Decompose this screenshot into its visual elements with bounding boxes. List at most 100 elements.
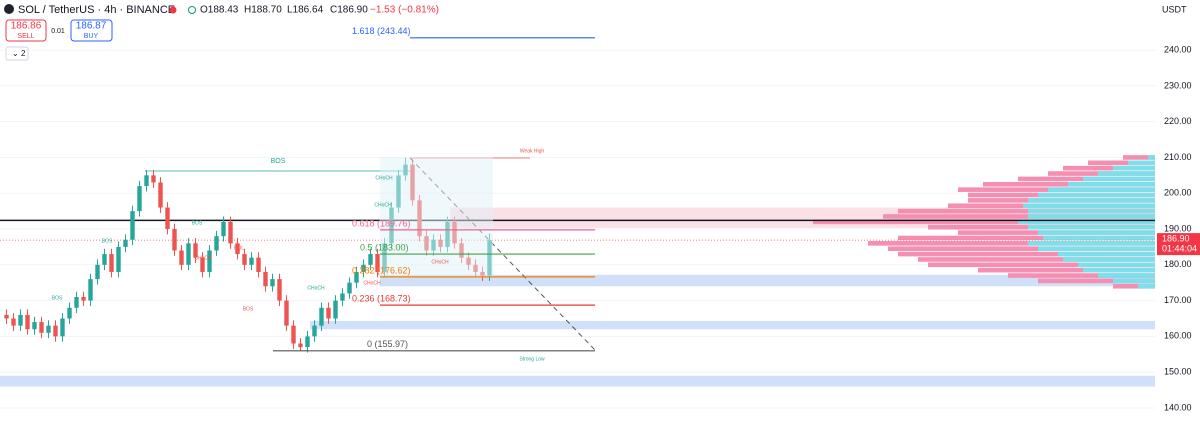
- volume-total-bar: [1063, 165, 1158, 171]
- volume-up-bar: [1023, 203, 1158, 209]
- candle-body: [186, 243, 191, 265]
- symbol: SOL / TetherUS · 4h · BINANCE: [18, 4, 175, 16]
- buy-label: BUY: [84, 33, 99, 40]
- annotation: Strong Low: [519, 356, 545, 362]
- candle-body: [11, 318, 16, 326]
- candle-body: [88, 279, 93, 301]
- y-tick-label: 180.00: [1164, 259, 1192, 269]
- last-price-tag: [1157, 233, 1200, 256]
- candle-body: [235, 243, 240, 255]
- candle-body: [137, 186, 142, 212]
- volume-total-bar: [1008, 273, 1158, 278]
- volume-up-bar: [1028, 224, 1158, 230]
- candle-body: [53, 325, 58, 337]
- fib-label: 0.236 (168.73): [352, 294, 411, 304]
- low-value: L186.64: [287, 5, 324, 16]
- price-axis: [1155, 0, 1200, 438]
- candle-body: [172, 229, 177, 251]
- axis-layer: 140.00 150.00 160.00 170.00 180.00 190.00 200.…: [1157, 44, 1200, 412]
- annotation: BOS: [52, 295, 63, 301]
- y-tick-label: 230.00: [1164, 80, 1192, 90]
- open-value: O188.43: [200, 5, 239, 16]
- last-price-label: 186.90: [1162, 233, 1190, 243]
- y-tick-label: 150.00: [1164, 367, 1192, 377]
- candle-body: [67, 307, 72, 319]
- volume-up-bar: [1138, 283, 1158, 289]
- fib-label: 0.382 (176.62): [352, 265, 411, 275]
- volume-total-bar: [888, 246, 1158, 252]
- candle-body: [228, 221, 233, 244]
- indicator-chevron: ⌄: [12, 49, 19, 58]
- volume-up-bar: [1113, 165, 1158, 171]
- candle-body: [305, 336, 310, 348]
- zone: [310, 320, 1155, 330]
- indicator-count: 2: [21, 49, 26, 58]
- fib-label: 0 (155.97): [367, 339, 408, 349]
- sell-button[interactable]: [5, 19, 47, 42]
- candle-body: [193, 243, 198, 258]
- candle-body: [347, 282, 352, 294]
- candle-body: [298, 343, 303, 348]
- volume-up-bar: [1018, 219, 1158, 225]
- countdown-label: 01:44:04: [1162, 243, 1197, 253]
- candle-body: [291, 325, 296, 344]
- volume-up-bar: [1058, 251, 1158, 257]
- volume-up-bar: [1083, 267, 1158, 273]
- buy-button[interactable]: [70, 19, 113, 42]
- close-value: C186.90: [330, 5, 368, 16]
- candle-body: [123, 239, 128, 247]
- zone: [380, 274, 1155, 287]
- chart-layer: [0, 49, 1158, 409]
- zone: [0, 375, 1155, 387]
- annotation: BOS: [243, 306, 254, 312]
- y-tick-label: 240.00: [1164, 44, 1192, 54]
- candle-body: [326, 307, 331, 319]
- change-value: −1.53 (−0.81%): [370, 5, 439, 16]
- volume-up-bar: [1063, 257, 1158, 262]
- volume-up-bar: [1028, 241, 1158, 246]
- volume-total-bar: [918, 257, 1158, 262]
- volume-up-bar: [1098, 273, 1158, 278]
- candle-body: [207, 250, 212, 272]
- volume-up-bar: [1148, 155, 1158, 160]
- indicator-toggle[interactable]: [5, 46, 29, 61]
- candle-body: [368, 254, 373, 265]
- annotation: BOS: [271, 158, 286, 165]
- annotation: CHoCH: [363, 280, 381, 286]
- volume-up-bar: [1038, 230, 1158, 235]
- volume-up-bar: [1028, 198, 1158, 203]
- annotation: CHoCH: [431, 259, 449, 265]
- volume-total-bar: [868, 241, 1158, 246]
- volume-up-bar: [1043, 235, 1158, 241]
- volume-up-bar: [1068, 181, 1158, 187]
- volume-total-bar: [1113, 283, 1158, 289]
- candle-body: [116, 246, 121, 272]
- annotation: CHoCH: [375, 175, 393, 181]
- high-value: H188.70: [244, 5, 282, 16]
- candle-body: [165, 207, 170, 230]
- annotation: CHoCH: [307, 285, 325, 291]
- candle-body: [102, 254, 107, 265]
- candle-body: [256, 257, 261, 272]
- candle-body: [25, 314, 30, 330]
- fib-box: [380, 157, 493, 277]
- candle-body: [242, 254, 247, 265]
- y-tick-label: 160.00: [1164, 331, 1192, 341]
- y-tick-label: 170.00: [1164, 295, 1192, 305]
- candle-body: [277, 279, 282, 301]
- y-tick-label: 220.00: [1164, 116, 1192, 126]
- currency[interactable]: USDT: [1162, 4, 1187, 14]
- candle-body: [179, 250, 184, 265]
- volume-total-bar: [898, 235, 1158, 241]
- fib-label: 1.618 (243.44): [352, 26, 411, 36]
- candle-body: [81, 297, 86, 301]
- annotation: EQL: [234, 245, 244, 251]
- candle-body: [263, 271, 268, 287]
- candle-body: [130, 211, 135, 240]
- volume-up-bar: [1028, 208, 1158, 214]
- volume-up-bar: [1078, 262, 1158, 268]
- candle-body: [200, 257, 205, 272]
- volume-up-bar: [1098, 171, 1158, 176]
- chart-layer: 1.618 (243.44) 0.618 (189.76) 0.5 (183.00)…: [52, 26, 595, 362]
- candle-body: [18, 314, 23, 326]
